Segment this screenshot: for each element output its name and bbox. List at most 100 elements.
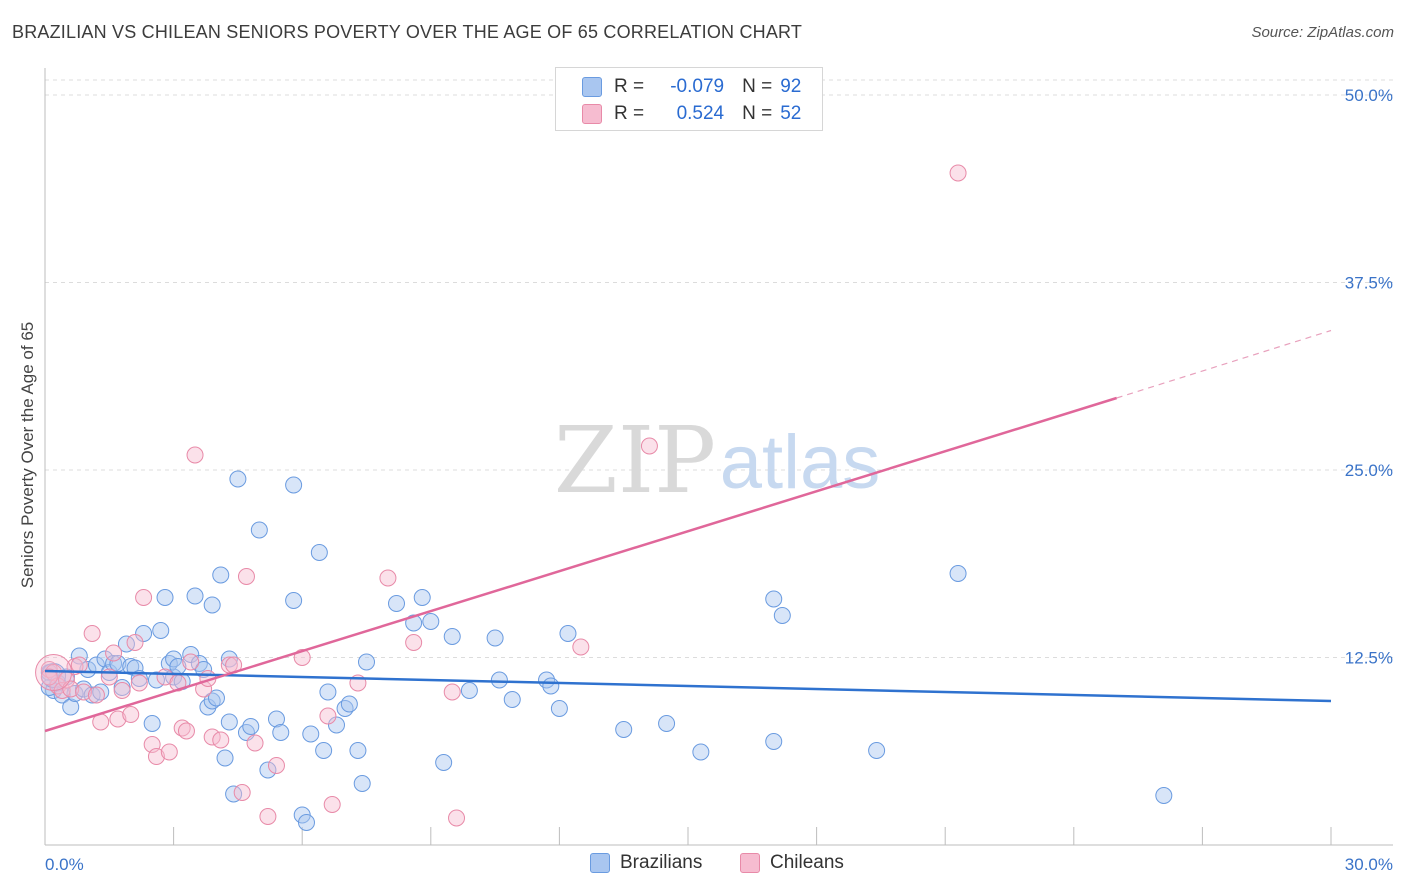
brazilian-point — [152, 622, 170, 639]
legend-item-chileans: Chileans — [740, 852, 844, 874]
legend-row-brazilians: R = -0.079 N = 92 — [582, 76, 801, 98]
chilean-point — [443, 683, 461, 701]
y-tick-label: 37.5% — [1345, 274, 1393, 293]
brazilian-point — [949, 565, 967, 582]
trend-line-brazilians — [44, 669, 1332, 703]
chilean-point — [75, 683, 93, 701]
chilean-point — [572, 638, 590, 656]
brazilian-point — [443, 628, 461, 645]
brazilian-point — [156, 589, 174, 606]
chilean-point — [186, 446, 204, 464]
chilean-point — [246, 734, 264, 752]
tick-labels: 12.5% 25.0% 37.5% 50.0% 0.0% 30.0% — [45, 86, 1393, 874]
brazilian-point — [297, 814, 315, 831]
brazilian-point — [79, 661, 97, 678]
brazilian-point — [490, 671, 508, 689]
legend-item-brazilians: Brazilians — [590, 852, 702, 874]
correlation-legend: R = -0.079 N = 92 R = 0.524 N = 52 — [555, 67, 823, 131]
chilean-point — [233, 784, 251, 801]
chart-title: BRAZILIAN VS CHILEAN SENIORS POVERTY OVE… — [12, 22, 803, 42]
chilean-point — [126, 634, 144, 651]
brazilian-point — [203, 596, 221, 614]
chilean-point — [40, 668, 58, 686]
brazilian-point — [190, 655, 208, 672]
brazilian-point — [267, 710, 285, 728]
brazilian-point — [285, 592, 303, 609]
series-legend: Brazilians Chileans — [0, 852, 1406, 876]
brazilian-point — [259, 761, 277, 779]
trend-line-chileans-extrapolated — [1116, 329, 1332, 399]
chilean-point — [177, 722, 195, 740]
legend-swatch-chileans — [582, 104, 602, 124]
legend-swatch-brazilians — [590, 853, 610, 873]
chilean-point — [105, 644, 123, 662]
x-tick-label: 30.0% — [1345, 855, 1393, 874]
brazilian-point — [868, 742, 886, 759]
brazilian-point — [542, 677, 560, 695]
chilean-point — [83, 625, 101, 642]
brazilian-point — [220, 713, 238, 731]
chilean-point — [259, 808, 277, 825]
brazilian-point — [143, 715, 161, 732]
chilean-point — [212, 731, 230, 749]
brazilian-point — [405, 614, 423, 632]
chilean-point — [122, 706, 140, 723]
brazilian-point — [435, 754, 453, 771]
brazilian-point — [229, 470, 247, 488]
brazilian-point — [319, 683, 337, 701]
legend-n-label: N = — [742, 76, 773, 97]
brazilian-point — [422, 613, 440, 630]
chilean-point — [113, 682, 131, 699]
brazilian-point — [302, 725, 320, 743]
legend-n-value: 52 — [780, 103, 802, 124]
brazilian-point — [315, 742, 333, 759]
chilean-point — [323, 796, 341, 813]
brazilian-point — [212, 566, 230, 584]
chilean-point — [160, 743, 178, 761]
brazilian-point — [272, 724, 290, 741]
brazilian-point — [225, 785, 243, 803]
brazilian-point — [186, 587, 204, 605]
brazilian-point — [692, 743, 710, 761]
brazilian-point — [550, 700, 568, 717]
legend-n-label: N = — [742, 103, 773, 124]
brazilian-point — [310, 544, 328, 561]
legend-r-label: R = — [614, 76, 645, 97]
brazilian-point — [96, 650, 114, 668]
axes — [44, 68, 1393, 846]
legend-label-brazilians: Brazilians — [620, 852, 703, 873]
chilean-point — [405, 634, 423, 651]
brazilian-point — [216, 749, 234, 767]
legend-r-label: R = — [614, 103, 645, 124]
chilean-point — [379, 569, 397, 587]
trend-line-chileans — [44, 396, 1118, 733]
brazilian-point — [388, 595, 406, 612]
chilean-point — [949, 164, 967, 182]
brazilian-point — [285, 476, 303, 494]
legend-n-value: 92 — [780, 76, 802, 97]
brazilian-point — [413, 589, 431, 606]
chilean-point — [448, 809, 466, 827]
brazilian-point — [70, 647, 88, 665]
brazilian-point — [250, 521, 268, 539]
legend-label-chileans: Chileans — [770, 852, 844, 873]
brazilian-point — [220, 650, 238, 668]
brazilian-point — [1155, 787, 1173, 804]
brazilian-point — [199, 698, 217, 716]
brazilian-point — [658, 715, 676, 732]
legend-swatch-chileans — [740, 853, 760, 873]
brazilian-point — [503, 691, 521, 708]
chilean-point — [319, 707, 337, 725]
chilean-point — [237, 568, 255, 585]
chilean-point — [267, 757, 285, 774]
watermark-atlas: atlas — [720, 420, 881, 505]
y-tick-label: 12.5% — [1345, 649, 1393, 668]
brazilian-point — [242, 718, 260, 735]
brazilian-point — [773, 607, 791, 624]
legend-row-chileans: R = 0.524 N = 52 — [582, 103, 801, 125]
chilean-point — [109, 710, 127, 728]
brazilian-point — [327, 716, 345, 734]
chilean-point — [135, 589, 153, 606]
brazilian-points — [40, 470, 1173, 831]
